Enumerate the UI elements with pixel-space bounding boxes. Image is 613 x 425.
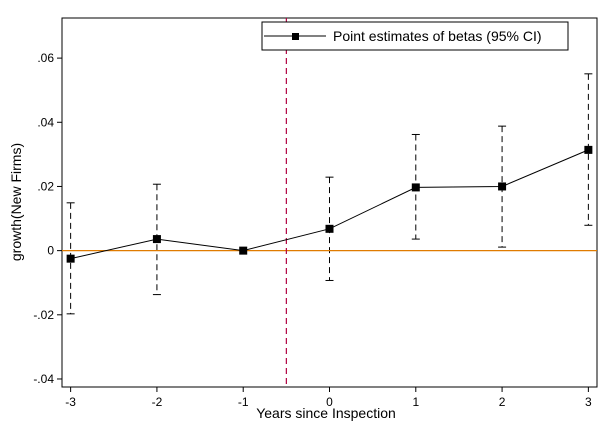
data-point: [66, 254, 75, 263]
x-tick-label: 0: [326, 395, 333, 409]
y-tick-label: .04: [37, 115, 54, 129]
legend: Point estimates of betas (95% CI): [261, 21, 569, 51]
x-tick-label: -1: [238, 395, 249, 409]
y-axis-ticks: -.04 -.02 0 .02 .04 .06: [33, 51, 62, 386]
y-tick-label: .06: [37, 51, 54, 65]
x-axis-title: Years since Inspection: [256, 405, 396, 421]
y-axis-title: growth(New Firms): [8, 143, 24, 261]
y-tick-label: -.02: [33, 308, 54, 322]
data-point: [152, 235, 161, 244]
x-tick-label: 2: [499, 395, 506, 409]
series: [66, 145, 593, 263]
x-tick-label: -3: [65, 395, 76, 409]
data-point: [325, 224, 334, 233]
x-axis-ticks: -3 -2 -1 0 1 2 3: [65, 387, 592, 409]
x-tick-label: -2: [152, 395, 163, 409]
data-point: [584, 145, 593, 154]
data-point: [239, 246, 248, 255]
y-tick-label: 0: [47, 244, 54, 258]
y-tick-label: .02: [37, 179, 54, 193]
legend-label: Point estimates of betas (95% CI): [333, 28, 542, 44]
legend-marker-swatch: [292, 33, 299, 40]
x-tick-label: 3: [585, 395, 592, 409]
data-point: [498, 182, 507, 191]
data-point: [411, 183, 420, 192]
x-tick-label: 1: [412, 395, 419, 409]
confidence-intervals: [66, 73, 593, 315]
y-tick-label: -.04: [33, 372, 54, 386]
reference-lines: [62, 18, 597, 387]
